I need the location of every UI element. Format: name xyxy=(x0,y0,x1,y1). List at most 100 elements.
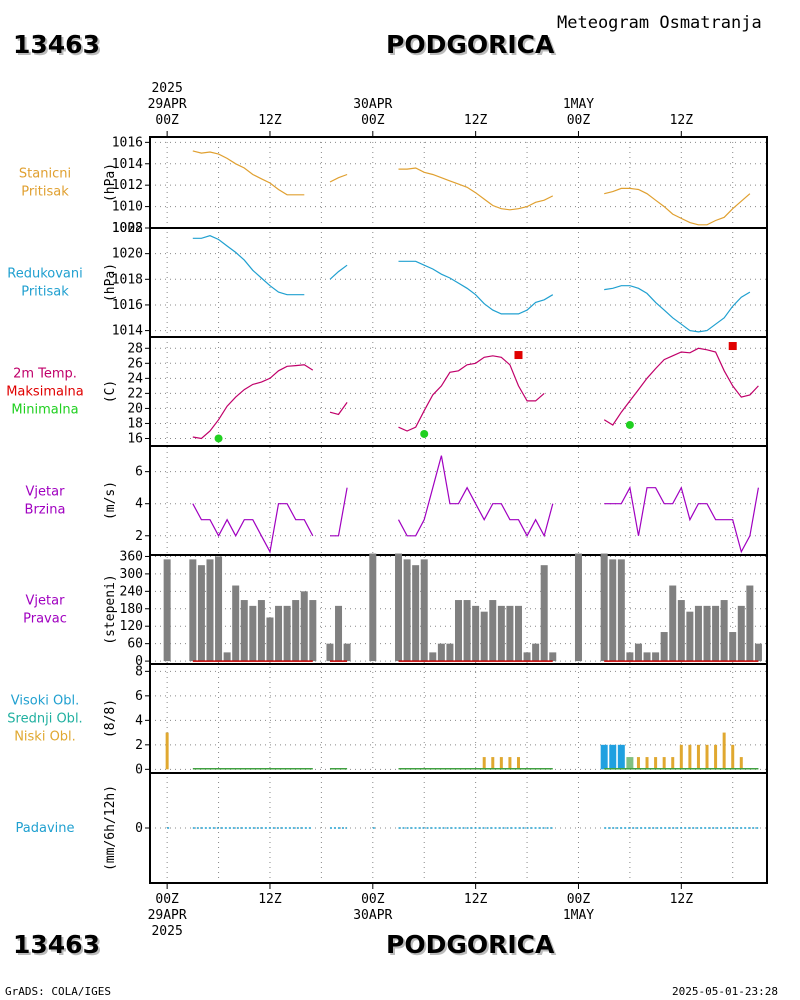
y-tick-label: 2 xyxy=(135,738,143,753)
panel-frame-precip xyxy=(149,772,768,884)
bar-wind_dir xyxy=(489,600,497,662)
y-tick-label: 26 xyxy=(127,356,143,371)
series-line-redukovani xyxy=(604,285,751,333)
time-label-bottom: 12Z xyxy=(670,892,694,907)
time-label-bottom: 12Z xyxy=(258,892,282,907)
y-tick-label: 1014 xyxy=(112,157,143,172)
min-temp-marker xyxy=(214,434,223,443)
y-tick-label: 1012 xyxy=(112,178,143,193)
bar-wind_dir xyxy=(737,605,745,662)
bar-wind_dir xyxy=(300,591,308,662)
series-line-wind_speed xyxy=(330,487,348,537)
panel-label: Pritisak xyxy=(21,285,69,300)
y-tick-label: 4 xyxy=(135,713,143,728)
bar-wind_dir xyxy=(163,559,171,662)
bar-wind_dir xyxy=(574,553,582,662)
panel-label: Padavine xyxy=(16,821,75,836)
bar-wind_dir xyxy=(729,632,737,662)
time-label-bottom: 29APR xyxy=(148,908,187,923)
time-label-bottom: 2025 xyxy=(151,924,182,939)
panel-label: Visoki Obl. xyxy=(11,694,79,709)
series-line-wind_speed xyxy=(604,485,759,554)
bar-clouds xyxy=(645,757,649,770)
y-tick-label: 1014 xyxy=(112,324,143,339)
series-line-wind_speed xyxy=(192,503,314,554)
bar-wind_dir xyxy=(395,553,403,662)
panel-label: Brzina xyxy=(25,503,66,518)
panel-label: Maksimalna xyxy=(6,385,84,400)
bar-wind_dir xyxy=(292,600,300,662)
y-tick-label: 0 xyxy=(135,762,143,777)
time-label-top: 00Z xyxy=(361,113,385,128)
y-tick-label: 1008 xyxy=(112,221,143,236)
bar-wind_dir xyxy=(420,559,428,662)
time-label-top: 12Z xyxy=(258,113,282,128)
bar-wind_dir xyxy=(343,643,351,662)
bar-wind_dir xyxy=(197,565,205,662)
bar-wind_dir xyxy=(309,600,317,662)
unit-label-temp: (C) xyxy=(103,380,118,403)
series-line-stanicni xyxy=(192,150,305,196)
series-line-wind_speed xyxy=(397,455,554,538)
bar-clouds xyxy=(482,757,486,770)
station-name-top: PODGORICA xyxy=(386,30,555,59)
y-tick-label: 1020 xyxy=(112,247,143,262)
y-tick-label: 360 xyxy=(120,549,143,564)
y-tick-label: 20 xyxy=(127,401,143,416)
bar-wind_dir xyxy=(652,652,660,662)
bar-wind_dir xyxy=(497,605,505,662)
bar-wind_dir xyxy=(720,600,728,662)
bar-wind_dir xyxy=(634,643,642,662)
bar-wind_dir xyxy=(429,652,437,662)
y-tick-label: 2 xyxy=(135,529,143,544)
y-tick-label: 8 xyxy=(135,664,143,679)
y-tick-label: 60 xyxy=(127,637,143,652)
time-label-bottom: 00Z xyxy=(567,892,591,907)
series-line-temp xyxy=(603,347,759,426)
y-tick-label: 24 xyxy=(127,371,143,386)
min-temp-marker xyxy=(420,429,429,438)
panel-frame-clouds xyxy=(149,663,768,774)
bar-wind_dir xyxy=(275,605,283,662)
y-tick-label: 16 xyxy=(127,431,143,446)
y-tick-label: 0 xyxy=(135,821,143,836)
bar-clouds xyxy=(600,744,608,770)
panel-label: Stanicni xyxy=(19,167,71,182)
bar-clouds xyxy=(654,757,658,770)
time-label-top: 1MAY xyxy=(563,97,594,112)
bar-wind_dir xyxy=(686,611,694,662)
bar-wind_dir xyxy=(472,605,480,662)
bar-wind_dir xyxy=(232,585,240,662)
bar-wind_dir xyxy=(609,559,617,662)
unit-label-precip: (mm/6h/12h) xyxy=(103,785,118,871)
bar-wind_dir xyxy=(626,652,634,662)
time-label-bottom: 00Z xyxy=(155,892,179,907)
time-label-top: 12Z xyxy=(670,113,694,128)
bar-wind_dir xyxy=(677,600,685,662)
time-label-top: 30APR xyxy=(353,97,392,112)
bar-wind_dir xyxy=(326,643,334,662)
unit-label-wind_dir: (stepeni) xyxy=(103,574,118,644)
bar-clouds xyxy=(491,757,495,770)
product-title: Meteogram Osmatranja xyxy=(557,13,762,33)
bar-wind_dir xyxy=(257,600,265,662)
time-label-bottom: 30APR xyxy=(353,908,392,923)
series-line-temp xyxy=(329,402,348,416)
y-tick-label: 120 xyxy=(120,619,143,634)
series-line-redukovani xyxy=(398,260,554,315)
time-label-top: 29APR xyxy=(148,97,187,112)
bar-clouds xyxy=(626,757,634,770)
bar-clouds xyxy=(705,744,709,770)
time-label-top: 12Z xyxy=(464,113,488,128)
unit-label-wind_speed: (m/s) xyxy=(103,481,118,520)
time-label-top: 00Z xyxy=(567,113,591,128)
panel-label: 2m Temp. xyxy=(13,367,77,382)
bar-clouds xyxy=(679,744,683,770)
y-tick-label: 0 xyxy=(135,654,143,669)
station-id-bottom: 13463 xyxy=(13,930,100,959)
series-line-stanicni xyxy=(398,167,554,211)
series-line-redukovani xyxy=(329,264,348,280)
footer-timestamp: 2025-05-01-23:28 xyxy=(672,985,778,998)
bar-wind_dir xyxy=(754,643,762,662)
